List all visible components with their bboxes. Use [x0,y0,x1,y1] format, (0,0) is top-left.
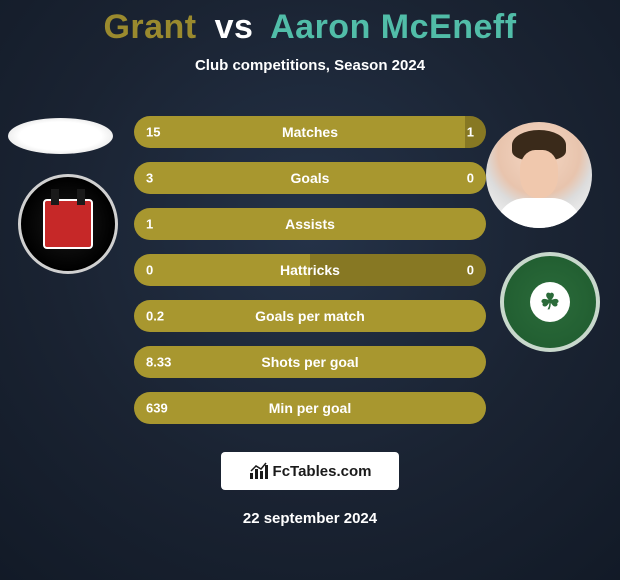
player2-photo [486,122,592,228]
stat-value-right: 1 [467,125,474,140]
brand-badge: FcTables.com [221,452,399,490]
player2-club-crest: ☘ [500,252,600,352]
title-vs: vs [207,8,262,46]
page-title: Grant vs Aaron McEneff [103,8,516,47]
stat-label: Assists [285,216,335,232]
stat-label: Goals [291,170,330,186]
player1-club-crest [18,174,118,274]
stat-label: Matches [282,124,338,140]
stat-value-right: 0 [467,171,474,186]
brand-chart-icon [249,462,269,480]
stat-value-left: 15 [146,125,160,140]
subtitle: Club competitions, Season 2024 [195,57,425,74]
stat-row: 0.2 Goals per match [134,300,486,332]
stats-container: 15 Matches 1 3 Goals 0 1 Assists 0 Hattricks 0 0.2 G… [134,116,486,424]
stat-value-right: 0 [467,263,474,278]
stat-value-left: 8.33 [146,355,171,370]
title-player1: Grant [103,8,196,46]
player1-photo [8,118,113,154]
title-player2: Aaron McEneff [270,8,516,46]
stat-row: 0 Hattricks 0 [134,254,486,286]
stat-value-left: 1 [146,217,153,232]
stat-value-left: 0.2 [146,309,164,324]
stat-label: Shots per goal [261,354,358,370]
stat-value-left: 0 [146,263,153,278]
stat-label: Goals per match [255,308,365,324]
stat-value-left: 3 [146,171,153,186]
stat-row: 1 Assists [134,208,486,240]
stat-label: Hattricks [280,262,340,278]
stat-row: 8.33 Shots per goal [134,346,486,378]
stat-value-left: 639 [146,401,168,416]
stat-label: Min per goal [269,400,351,416]
stat-row: 639 Min per goal [134,392,486,424]
stat-row: 15 Matches 1 [134,116,486,148]
brand-text: FcTables.com [273,463,372,480]
date-label: 22 september 2024 [243,510,377,527]
stat-row: 3 Goals 0 [134,162,486,194]
